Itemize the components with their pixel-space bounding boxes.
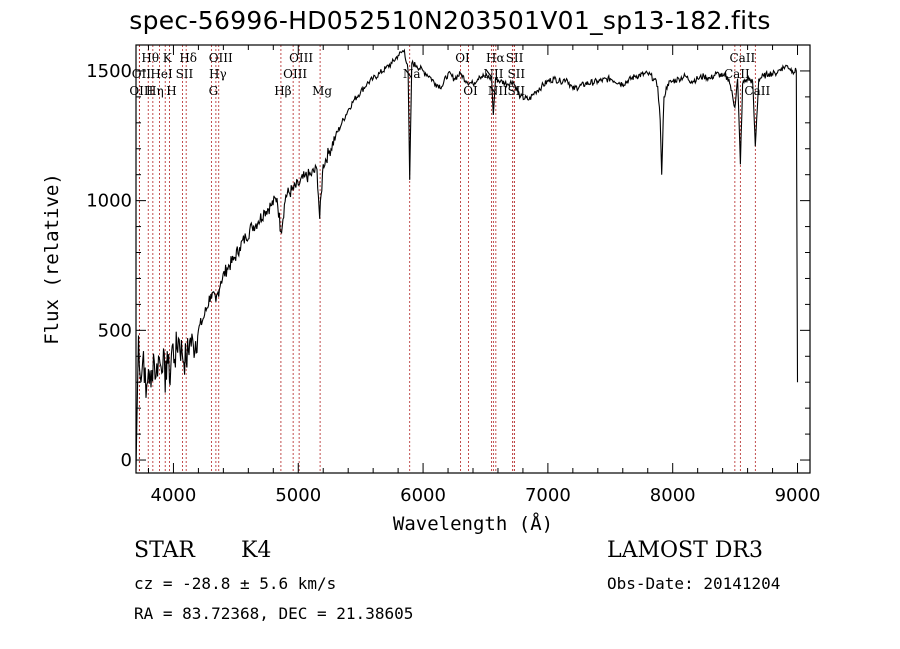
coordinates: RA = 83.72368, DEC = 21.38605 bbox=[134, 604, 414, 623]
line-mark-label: SII bbox=[506, 51, 524, 65]
y-tick-label: 1500 bbox=[86, 61, 132, 82]
line-mark-label: Hθ bbox=[141, 51, 159, 65]
observation-date: Obs-Date: 20141204 bbox=[607, 574, 781, 593]
line-mark-label: HeI bbox=[150, 67, 173, 81]
line-mark-label: OIII bbox=[129, 84, 153, 98]
plot-frame bbox=[135, 44, 811, 474]
chart-title: spec-56996-HD052510N203501V01_sp13-182.f… bbox=[129, 6, 771, 35]
redshift-velocity: cz = -28.8 ± 5.6 km/s bbox=[134, 574, 337, 593]
line-mark-label: SII bbox=[507, 67, 525, 81]
line-mark-label: SII bbox=[176, 67, 194, 81]
line-mark-label: OII bbox=[132, 67, 152, 81]
object-subclass: K4 bbox=[241, 538, 272, 563]
line-mark-label: H bbox=[166, 84, 176, 98]
line-mark-label: OIII bbox=[283, 67, 307, 81]
line-mark-label: OI bbox=[463, 84, 478, 98]
x-axis-label: Wavelength (Å) bbox=[393, 512, 553, 535]
y-axis-label: Flux (relative) bbox=[41, 173, 63, 345]
line-mark-label: OI bbox=[455, 51, 470, 65]
line-mark-label: Hγ bbox=[209, 67, 227, 81]
line-mark-label: Mg bbox=[312, 84, 332, 98]
line-mark-label: K bbox=[163, 51, 173, 65]
line-mark-label: Hβ bbox=[274, 84, 291, 98]
x-tick-label: 6000 bbox=[400, 485, 446, 506]
line-marks bbox=[138, 45, 756, 473]
axis-ticks: 4000 5000 6000 7000 8000 9000 0 500 1000 1500 bbox=[86, 45, 820, 506]
line-mark-label: CaII bbox=[724, 67, 750, 81]
x-tick-label: 7000 bbox=[525, 485, 571, 506]
line-mark-label: CaII bbox=[729, 51, 755, 65]
line-mark-label: OIII bbox=[289, 51, 313, 65]
line-mark-label: G bbox=[209, 84, 219, 98]
line-mark-label: Hα bbox=[486, 51, 505, 65]
line-mark-label: NII bbox=[488, 84, 508, 98]
line-mark-label: OIII bbox=[209, 51, 233, 65]
line-mark-label: SII bbox=[507, 84, 525, 98]
survey-name: LAMOST DR3 bbox=[607, 538, 763, 563]
line-mark-label: Na bbox=[403, 67, 421, 81]
x-tick-label: 8000 bbox=[650, 485, 696, 506]
line-mark-label: NII bbox=[483, 67, 503, 81]
spectrum-line bbox=[135, 48, 799, 471]
object-class: STAR bbox=[134, 538, 195, 563]
spectrum-series bbox=[135, 48, 799, 471]
x-tick-label: 5000 bbox=[275, 485, 321, 506]
y-tick-label: 500 bbox=[98, 320, 132, 341]
line-mark-label: CaII bbox=[744, 84, 770, 98]
y-tick-label: 0 bbox=[121, 450, 132, 471]
line-mark-label: Hδ bbox=[179, 51, 197, 65]
y-tick-label: 1000 bbox=[86, 191, 132, 212]
x-tick-label: 9000 bbox=[775, 485, 821, 506]
x-tick-label: 4000 bbox=[151, 485, 197, 506]
line-mark-label: Hη bbox=[146, 84, 164, 98]
